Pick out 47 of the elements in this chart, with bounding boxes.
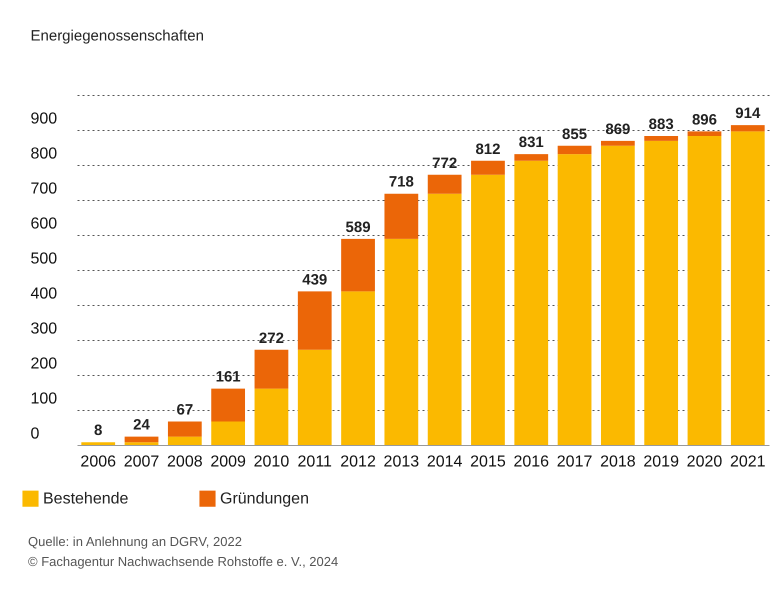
y-tick-label: 400 (30, 286, 58, 302)
total-label: 272 (258, 330, 284, 347)
y-tick-label: 700 (30, 180, 58, 198)
y-tick-label: 200 (30, 356, 58, 372)
text: © Fachagentur Nachwachsende Rohstoffe e. V., 2024 (28, 554, 338, 569)
x-tick-label: 2012 (340, 454, 376, 470)
x-tick-label: 2019 (643, 454, 680, 470)
total-label: 589 (346, 218, 371, 236)
x-tick-label: 2007 (124, 454, 160, 470)
x-tick-label: 2015 (470, 454, 506, 470)
x-tick-label: 2021 (730, 454, 766, 470)
y-tick-label: 300 (30, 320, 58, 338)
x-tick-label: 2013 (384, 454, 420, 470)
x-tick-label: 2014 (426, 454, 463, 470)
total-label: 8 (94, 422, 102, 440)
total-label: 24 (133, 416, 151, 434)
total-label: 161 (216, 368, 241, 386)
total-label: 718 (388, 174, 414, 191)
x-tick-label: 2016 (513, 454, 550, 470)
total-label: 831 (518, 134, 544, 152)
total-label: 812 (475, 140, 500, 158)
x-tick-label: 2018 (600, 454, 636, 470)
y-tick-label: 100 (30, 390, 58, 408)
x-tick-label: 2008 (167, 454, 203, 470)
y-tick-label: 0 (30, 426, 40, 442)
x-tick-label: 2017 (556, 454, 592, 470)
legend-label: Bestehende (43, 490, 129, 508)
y-tick-label: 500 (30, 250, 58, 268)
total-label: 883 (648, 116, 674, 133)
y-tick-label: 900 (30, 110, 58, 128)
total-label: 896 (692, 111, 717, 128)
y-tick-label: 600 (30, 216, 58, 232)
x-tick-label: 2020 (686, 454, 722, 470)
total-label: 914 (735, 105, 761, 122)
legend-label: Gründungen (220, 490, 309, 508)
x-tick-label: 2010 (254, 454, 290, 470)
source-note: Quelle: in Anlehnung an DGRV, 2022 (28, 534, 242, 549)
x-tick-label: 2006 (80, 454, 116, 470)
total-label: 67 (176, 402, 194, 419)
x-tick-label: 2009 (210, 454, 246, 470)
total-label: 869 (605, 120, 630, 138)
y-tick-label: 800 (30, 146, 58, 162)
total-label: 772 (432, 154, 458, 172)
total-label: 855 (562, 126, 588, 143)
x-tick-label: 2011 (298, 454, 332, 470)
y-axis-title: Energiegenossenschaften (30, 28, 204, 44)
total-label: 439 (302, 271, 328, 288)
